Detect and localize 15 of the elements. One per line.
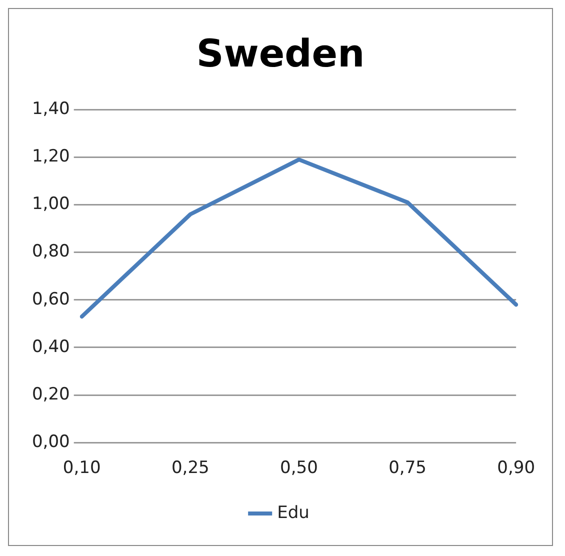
x-tick-label: 0,50 (280, 458, 318, 478)
y-tick-label: 1,20 (32, 146, 70, 167)
x-tick-label: 0,90 (497, 458, 536, 478)
y-tick-label: 0,80 (32, 242, 70, 262)
x-tick-label: 0,10 (62, 458, 101, 478)
y-tick-label: 0,60 (32, 289, 70, 310)
y-tick-label: 1,00 (32, 194, 70, 214)
x-tick-label: 0,75 (388, 458, 426, 478)
legend-label: Edu (277, 502, 310, 523)
y-tick-label: 0,20 (32, 384, 70, 404)
y-tick-label: 0,00 (32, 432, 70, 452)
y-tick-label: 1,40 (32, 99, 70, 120)
chart-title: Sweden (196, 32, 365, 76)
y-tick-label: 0,40 (32, 336, 70, 357)
x-tick-label: 0,25 (171, 458, 210, 478)
